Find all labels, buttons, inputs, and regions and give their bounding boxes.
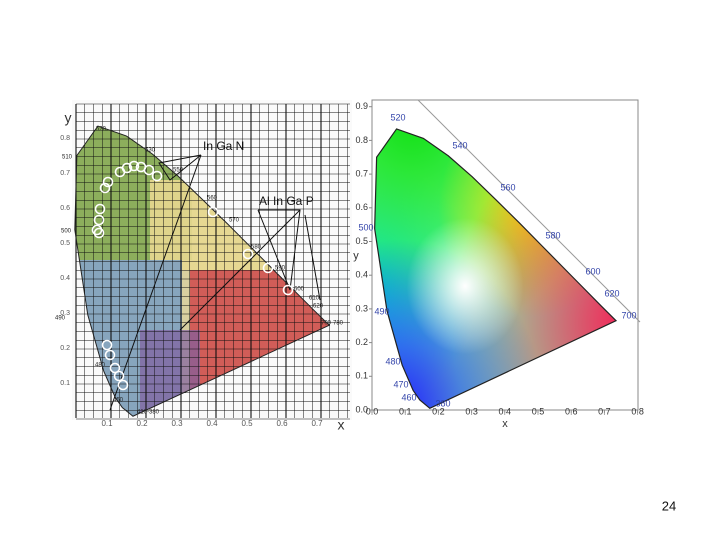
y-tick-label: 0.6 [60,205,70,212]
annotation: In Ga N [203,139,244,153]
led-marker [117,379,129,391]
led-marker [262,262,274,274]
led-marker [93,227,105,239]
y-tick-label: 0.5 [60,240,70,247]
x-tick-label: 0.0 [366,406,379,416]
y-tick-label: 0.7 [355,168,368,178]
y-tick-label: 0.2 [355,337,368,347]
y-tick-label: 0.8 [60,135,70,142]
wavelength-label: 610 [309,296,320,302]
wavelength-label: 580 [251,245,262,251]
wavelength-label: 490 [55,316,66,322]
y-tick-label: 0.1 [355,371,368,381]
y-tick-label: 0.7 [60,170,70,177]
led-marker [99,182,111,194]
x-tick-label: 0.5 [532,406,545,416]
wavelength-label: 530 [145,148,156,154]
x-tick-label: 0.8 [631,406,644,416]
led-marker [242,248,254,260]
led-marker [128,160,140,172]
x-axis-label: x [338,417,345,433]
wavelength-label: 570 [229,218,240,224]
y-tick-label: 0.5 [355,236,368,246]
wavelength-label: 490 [374,306,389,316]
x-tick-label: 0.1 [399,406,412,416]
wavelength-label: 620 [313,304,324,310]
wavelength-label: 520 [390,112,405,122]
wavelength-label: 480 [95,363,106,369]
wavelength-label: 580 [545,230,560,240]
y-axis-label: y [65,110,72,126]
led-marker [109,362,121,374]
left-grid [75,103,350,420]
led-lines [109,154,321,411]
annotation: Al In Ga P [259,194,314,208]
led-marker [121,162,133,174]
y-tick-label: 0.2 [60,345,70,352]
wavelength-label: 510 [62,155,73,161]
wavelength-label: 700-780 [321,321,344,327]
wavelength-label: 550 [173,168,184,174]
led-marker [151,170,163,182]
left-diagram: In Ga N Al In Ga P y x 0.1 0.2 0.3 0.4 0.5 0.… [55,100,352,433]
y-tick-label: 0.1 [60,380,70,387]
wavelength-label: 540 [452,140,467,150]
x-tick-label: 0.6 [276,419,288,428]
x-tick-label: 0.7 [598,406,611,416]
diagonal-line [417,99,641,323]
led-marker [143,164,155,176]
wavelength-label: 560 [207,196,218,202]
x-tick-label: 0.5 [241,419,253,428]
wavelength-label: 600 [585,266,600,276]
wavelength-label: 500 [358,222,373,232]
wavelength-label: 450 [113,398,124,404]
y-tick-label: 0.3 [355,303,368,313]
led-marker [282,284,294,296]
wavelength-label: 410-380 [137,410,160,416]
wavelength-label: 600 [294,287,305,293]
y-tick-label: 0.9 [355,101,368,111]
x-tick-label: 0.6 [565,406,578,416]
x-tick-label: 0.4 [206,419,218,428]
led-marker [102,176,114,188]
wavelength-label: 590 [275,266,286,272]
x-axis-label: x [502,418,508,430]
y-tick-label: 0.8 [355,135,368,145]
led-marker [91,224,103,236]
led-marker [93,214,105,226]
wavelength-label: 380 [435,398,450,408]
led-markers [91,160,294,391]
wavelength-label: 480 [385,356,400,366]
x-tick-label: 0.3 [171,419,183,428]
x-tick-label: 0.4 [499,406,512,416]
y-tick-label: 0.6 [355,202,368,212]
wavelength-label: 460 [401,392,416,402]
wavelength-label: 520 [96,127,107,133]
wavelength-label: 700 [621,310,636,320]
wavelength-label: 500 [61,229,72,235]
led-marker [94,203,106,215]
wavelength-label: 470 [393,379,408,389]
x-tick-label: 0.2 [136,419,148,428]
x-tick-label: 0.2 [432,406,445,416]
led-marker [113,370,125,382]
y-tick-label: 0.4 [60,275,70,282]
led-marker [207,206,219,218]
y-tick-label: 0.0 [355,404,368,414]
right-diagram: y x 0.0 0.1 0.2 0.3 0.4 0.5 0.6 0.7 0.8 0.0 0.1 0.2… [353,99,644,430]
x-tick-label: 0.3 [465,406,478,416]
x-tick-label: 0.1 [101,419,113,428]
right-locus [374,128,618,410]
y-tick-label: 0.3 [60,310,70,317]
wavelength-label: 560 [500,182,515,192]
x-tick-label: 0.7 [311,419,323,428]
led-marker [101,339,113,351]
y-axis-label: y [353,250,359,262]
slide-number: 24 [662,498,676,513]
y-tick-label: 0.4 [355,270,368,280]
led-marker [104,349,116,361]
wavelength-label: 620 [604,288,619,298]
